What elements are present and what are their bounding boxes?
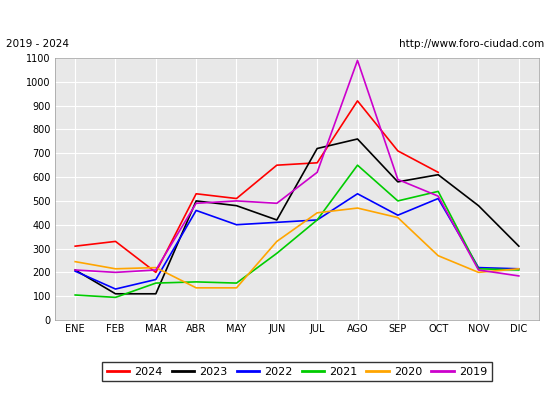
- Text: http://www.foro-ciudad.com: http://www.foro-ciudad.com: [399, 39, 544, 49]
- Legend: 2024, 2023, 2022, 2021, 2020, 2019: 2024, 2023, 2022, 2021, 2020, 2019: [102, 362, 492, 381]
- Text: Evolucion Nº Turistas Nacionales en el municipio de Alange: Evolucion Nº Turistas Nacionales en el m…: [70, 8, 480, 22]
- Text: 2019 - 2024: 2019 - 2024: [6, 39, 69, 49]
